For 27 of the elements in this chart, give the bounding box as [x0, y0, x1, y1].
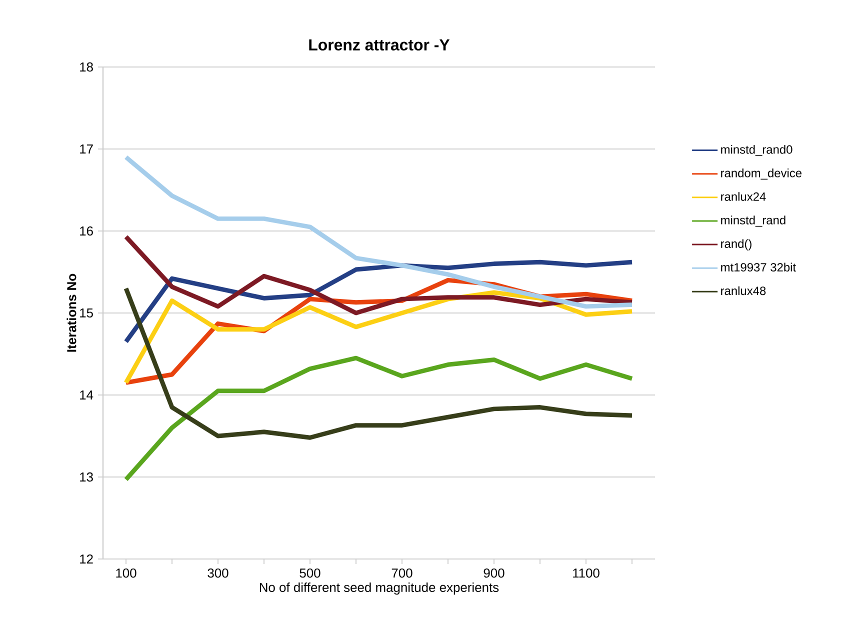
y-axis-title: Iterations No	[66, 274, 76, 352]
x-tick-label: 700	[392, 568, 412, 578]
x-axis-title: No of different seed magnitude experients	[260, 582, 499, 595]
x-tick-label: 500	[300, 568, 320, 578]
legend-label: minstd_rand0	[721, 144, 792, 156]
legend-label: minstd_rand	[721, 216, 786, 227]
x-tick-label: 900	[484, 568, 504, 578]
x-tick-label: 300	[208, 568, 228, 578]
legend-label: rand()	[721, 239, 752, 250]
legend-label: mt19937 32bit	[721, 262, 796, 272]
y-tick-label: 14	[80, 390, 94, 400]
legend-label: ranlux24	[721, 192, 766, 201]
y-tick-label: 16	[80, 226, 93, 236]
y-tick-label: 17	[80, 144, 93, 154]
x-tick-label: 1100	[573, 568, 600, 578]
y-tick-label: 13	[80, 472, 93, 482]
line-series	[124, 234, 634, 316]
legend-label: random_device	[721, 168, 802, 180]
line-series	[124, 356, 634, 482]
chart-title: Lorenz attractor -Y	[309, 39, 450, 51]
y-tick-label: 12	[80, 554, 93, 564]
line-series	[124, 260, 634, 344]
y-tick-label: 15	[80, 308, 93, 318]
y-tick-label: 18	[80, 62, 93, 72]
legend-label: ranlux48	[721, 286, 766, 296]
x-tick-label: 100	[116, 568, 136, 578]
line-series	[124, 286, 634, 440]
